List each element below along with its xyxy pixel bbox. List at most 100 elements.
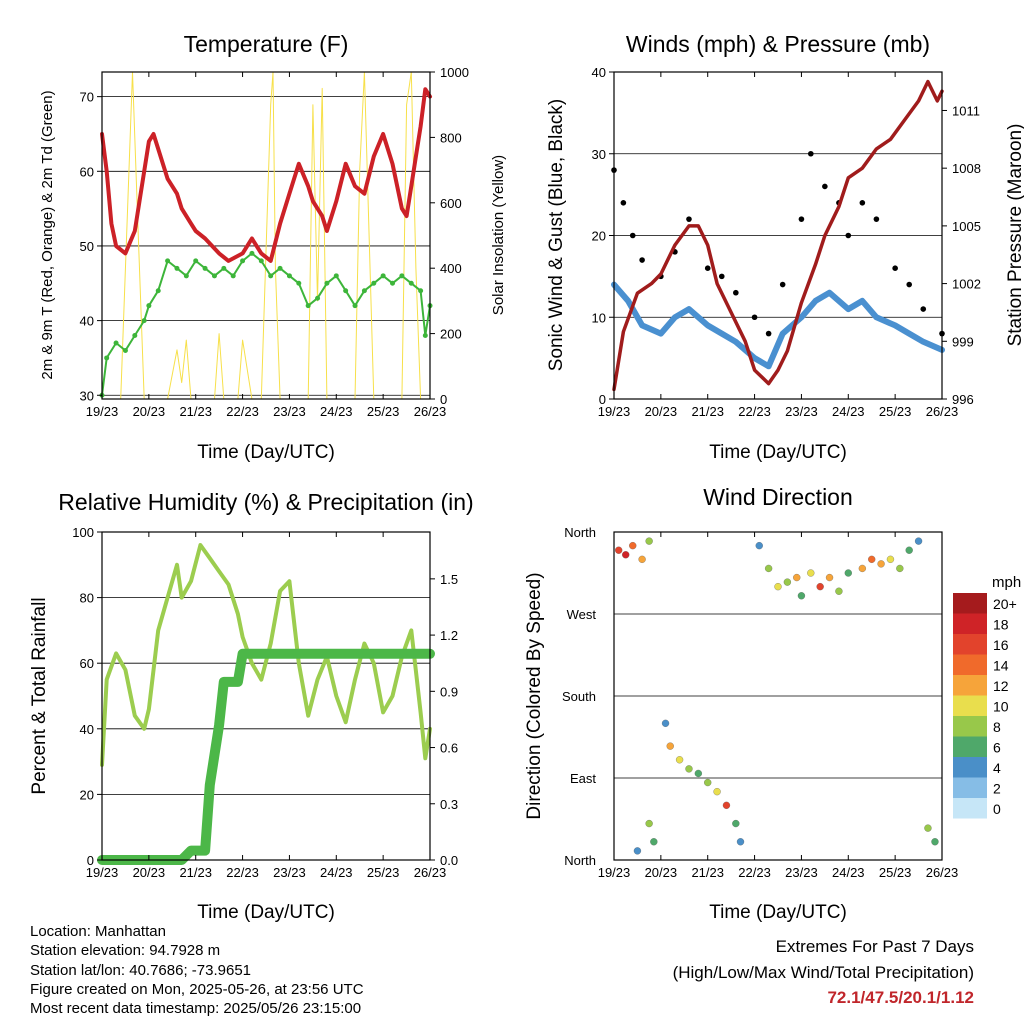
solar-insolation-line [120, 71, 422, 400]
legend-label: 18 [993, 617, 1009, 633]
legend-swatch [953, 757, 987, 778]
dewpoint-point [249, 250, 255, 256]
winds-panel: Winds (mph) & Pressure (mb) 0 10 20 30 40 99… [546, 31, 1024, 463]
direction-point [704, 778, 712, 787]
y2-tick-label: 0.0 [440, 853, 458, 868]
time-tick-label: 20/23 [133, 865, 166, 880]
relative-humidity-line [100, 543, 432, 767]
wind-direction-points [615, 537, 939, 855]
extremes-title: Extremes For Past 7 Days [775, 937, 974, 956]
elevation-text: Station elevation: 94.7928 m [30, 942, 221, 960]
gust-point [822, 183, 828, 190]
y2-tick-label: 1.5 [440, 572, 458, 587]
dewpoint-point [141, 318, 147, 324]
humidity-xlabel: Time (Day/UTC) [197, 902, 335, 923]
temperature-plot-frame [101, 71, 431, 400]
gust-point [718, 273, 725, 280]
direction-point [638, 555, 646, 563]
dewpoint-point [268, 273, 274, 279]
time-tick-label: 26/23 [926, 865, 959, 880]
time-tick-label: 19/23 [86, 865, 119, 880]
y-tick-label: North [564, 525, 596, 540]
humidity-right-ticks: 0.0 0.3 0.6 0.9 1.2 1.5 [430, 572, 458, 868]
time-tick-label: 25/23 [367, 404, 400, 419]
temperature-line [100, 87, 432, 263]
legend-label: 4 [993, 760, 1001, 776]
dewpoint-point [361, 288, 367, 294]
latlon-text: Station lat/lon: 40.7686; -73.9651 [30, 961, 252, 979]
legend-swatch [953, 736, 987, 757]
dewpoint-point [418, 288, 424, 294]
direction-point [797, 592, 806, 600]
time-tick-label: 22/23 [226, 404, 259, 419]
y2-tick-label: 400 [440, 261, 462, 276]
legend-label: 6 [993, 740, 1001, 756]
y-tick-label: 80 [80, 591, 94, 606]
y-tick-label: 0 [87, 853, 94, 868]
winds-ylabel-left: Sonic Wind & Gust (Blue, Black) [546, 99, 567, 371]
gust-point [859, 200, 866, 206]
dewpoint-point [380, 273, 386, 279]
gust-point [779, 281, 786, 288]
legend-label: 2 [993, 781, 1001, 797]
direction-point [858, 564, 866, 573]
dewpoint-point [211, 273, 217, 279]
direction-point [807, 569, 815, 577]
direction-point [732, 819, 740, 828]
time-tick-label: 22/23 [738, 404, 771, 419]
dewpoint-point [174, 265, 180, 271]
direction-point [914, 537, 923, 545]
gust-point [639, 257, 645, 263]
sonic-wind-line [611, 281, 945, 370]
gust-series [611, 150, 945, 337]
direction-point [629, 542, 637, 550]
y-tick-label: South [562, 689, 596, 704]
dewpoint-point [221, 265, 227, 271]
y2-tick-label: 600 [440, 196, 462, 211]
time-tick-label: 19/23 [598, 865, 631, 880]
y2-tick-label: 800 [440, 130, 462, 145]
location-text: Location: Manhattan [30, 923, 166, 940]
temperature-right-ticks: 0 200 400 600 800 1000 [430, 65, 469, 407]
legend-swatch [953, 675, 987, 696]
legend-swatch [953, 593, 987, 614]
gust-point [808, 150, 814, 157]
dewpoint-point [286, 273, 292, 279]
y2-tick-label: 1002 [952, 277, 981, 292]
legend-label: 20+ [993, 596, 1017, 612]
winds-left-ticks: 0 10 20 30 40 [592, 65, 614, 407]
y-tick-label: 100 [72, 525, 94, 540]
winds-xlabel: Time (Day/UTC) [709, 442, 847, 463]
legend-swatch [953, 798, 987, 819]
y2-tick-label: 0.3 [440, 797, 458, 812]
direction-panel: Wind Direction North East South West North 1… [524, 484, 1021, 923]
time-tick-label: 25/23 [879, 404, 912, 419]
temperature-series [100, 87, 432, 263]
dewpoint-point [333, 273, 339, 279]
y-tick-label: 60 [80, 656, 94, 671]
time-tick-label: 21/23 [179, 865, 212, 880]
gust-point [892, 265, 898, 272]
time-tick-label: 26/23 [414, 404, 447, 419]
dewpoint-point [343, 288, 349, 294]
direction-point [694, 769, 702, 778]
gust-point [873, 216, 880, 222]
time-tick-label: 21/23 [691, 865, 724, 880]
direction-point [774, 583, 782, 591]
time-tick-label: 22/23 [738, 865, 771, 880]
dewpoint-point [113, 340, 119, 346]
temperature-title: Temperature (F) [184, 31, 349, 57]
legend-label: 10 [993, 699, 1009, 715]
precipitation-line [97, 648, 435, 865]
y2-tick-label: 0.6 [440, 741, 458, 756]
dewpoint-point [352, 303, 358, 309]
relative-humidity-series [100, 543, 432, 767]
y-tick-label: 30 [80, 388, 94, 403]
direction-time-ticks: 19/23 20/23 21/23 22/23 23/23 24/23 25/23 26/23 [598, 532, 959, 880]
gust-point [798, 216, 805, 222]
y-tick-label: 40 [80, 722, 94, 737]
direction-point [685, 765, 693, 773]
direction-point [816, 583, 824, 591]
y2-tick-label: 996 [952, 392, 974, 407]
dewpoint-point [240, 258, 246, 264]
